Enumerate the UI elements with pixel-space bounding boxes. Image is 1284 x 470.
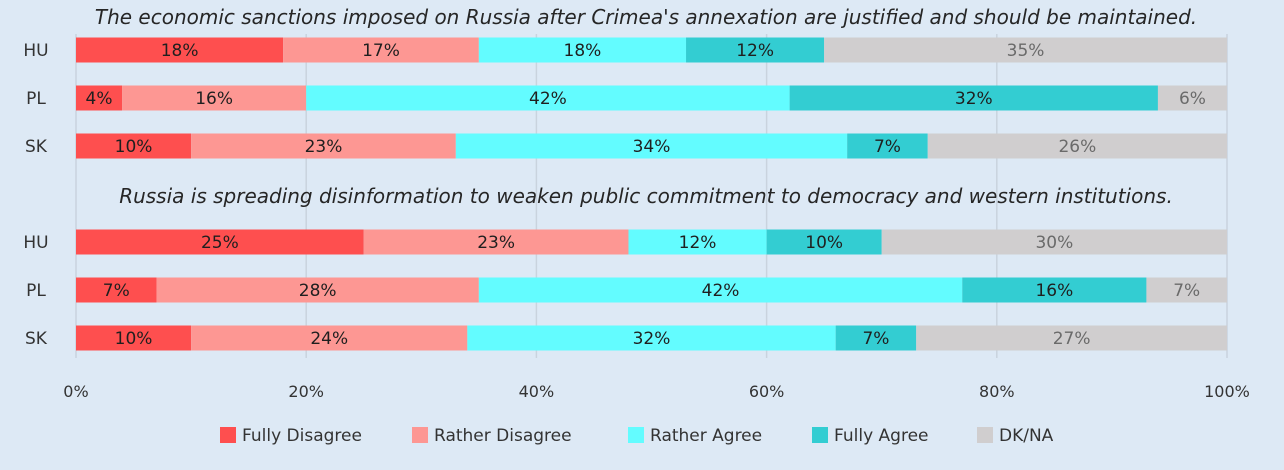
bar-segment: [686, 37, 825, 63]
data-label: 28%: [299, 281, 337, 301]
data-label: 32%: [633, 329, 671, 349]
data-label: 6%: [1179, 89, 1206, 109]
bar-segment: [191, 133, 456, 159]
bar-segment: [306, 85, 790, 111]
data-label: 18%: [161, 41, 199, 61]
legend-swatch: [628, 427, 644, 443]
bar-segment: [156, 277, 479, 303]
bar-segment: [191, 325, 468, 351]
x-tick-label: 60%: [749, 382, 785, 401]
data-label: 30%: [1035, 233, 1073, 253]
bar-segment: [916, 325, 1227, 351]
row-label-sk: SK: [25, 137, 48, 157]
x-tick-label: 0%: [63, 382, 88, 401]
bar-segment: [824, 37, 1227, 63]
row-label-hu: HU: [23, 41, 48, 61]
data-label: 25%: [201, 233, 239, 253]
data-label: 10%: [805, 233, 843, 253]
data-label: 7%: [103, 281, 130, 301]
bar-segment: [789, 85, 1158, 111]
row-label-pl: PL: [26, 89, 46, 109]
bar-segment: [283, 37, 479, 63]
data-label: 32%: [955, 89, 993, 109]
data-label: 12%: [736, 41, 774, 61]
data-label: 24%: [310, 329, 348, 349]
data-label: 34%: [633, 137, 671, 157]
bar-segment: [628, 229, 767, 255]
data-label: 17%: [362, 41, 400, 61]
data-label: 23%: [477, 233, 515, 253]
data-label: 10%: [115, 137, 153, 157]
bar-segment: [363, 229, 629, 255]
bar-segment: [927, 133, 1227, 159]
data-label: 42%: [702, 281, 740, 301]
x-tick-label: 40%: [519, 382, 555, 401]
bar-segment: [76, 37, 284, 63]
data-label: 7%: [1173, 281, 1200, 301]
x-tick-label: 100%: [1204, 382, 1250, 401]
panel-title: Russia is spreading disinformation to we…: [119, 184, 1173, 208]
bar-segment: [478, 37, 687, 63]
legend-label: Rather Disagree: [434, 426, 572, 446]
bar-segment: [76, 85, 123, 111]
legend-swatch: [220, 427, 236, 443]
data-label: 4%: [86, 89, 113, 109]
bar-segment: [962, 277, 1147, 303]
legend-label: Fully Disagree: [242, 426, 362, 446]
data-label: 27%: [1053, 329, 1091, 349]
row-label-sk: SK: [25, 329, 48, 349]
bar-segment: [478, 277, 963, 303]
row-label-pl: PL: [26, 281, 46, 301]
data-label: 10%: [115, 329, 153, 349]
bar-segment: [76, 229, 364, 255]
bar-segment: [76, 133, 192, 159]
bar-segment: [1157, 85, 1227, 111]
legend-label: Rather Agree: [650, 426, 762, 446]
data-label: 16%: [195, 89, 233, 109]
data-label: 18%: [564, 41, 602, 61]
row-label-hu: HU: [23, 233, 48, 253]
bar-segment: [455, 133, 848, 159]
bar-segment: [766, 229, 882, 255]
data-label: 26%: [1058, 137, 1096, 157]
legend-label: Fully Agree: [834, 426, 929, 446]
legend-swatch: [812, 427, 828, 443]
bar-segment: [76, 325, 192, 351]
data-label: 16%: [1035, 281, 1073, 301]
bar-segment: [847, 133, 928, 159]
data-label: 42%: [529, 89, 567, 109]
data-label: 35%: [1007, 41, 1045, 61]
x-tick-label: 80%: [979, 382, 1015, 401]
data-label: 7%: [862, 329, 889, 349]
data-label: 7%: [874, 137, 901, 157]
legend-swatch: [977, 427, 993, 443]
data-label: 12%: [679, 233, 717, 253]
data-label: 23%: [305, 137, 343, 157]
panel-title: The economic sanctions imposed on Russia…: [95, 5, 1197, 29]
x-tick-label: 20%: [288, 382, 324, 401]
bar-segment: [467, 325, 836, 351]
bar-segment: [835, 325, 917, 351]
bar-segment: [122, 85, 307, 111]
legend-swatch: [412, 427, 428, 443]
bar-segment: [881, 229, 1227, 255]
bar-segment: [76, 277, 157, 303]
bar-segment: [1146, 277, 1227, 303]
legend-label: DK/NA: [999, 426, 1054, 446]
